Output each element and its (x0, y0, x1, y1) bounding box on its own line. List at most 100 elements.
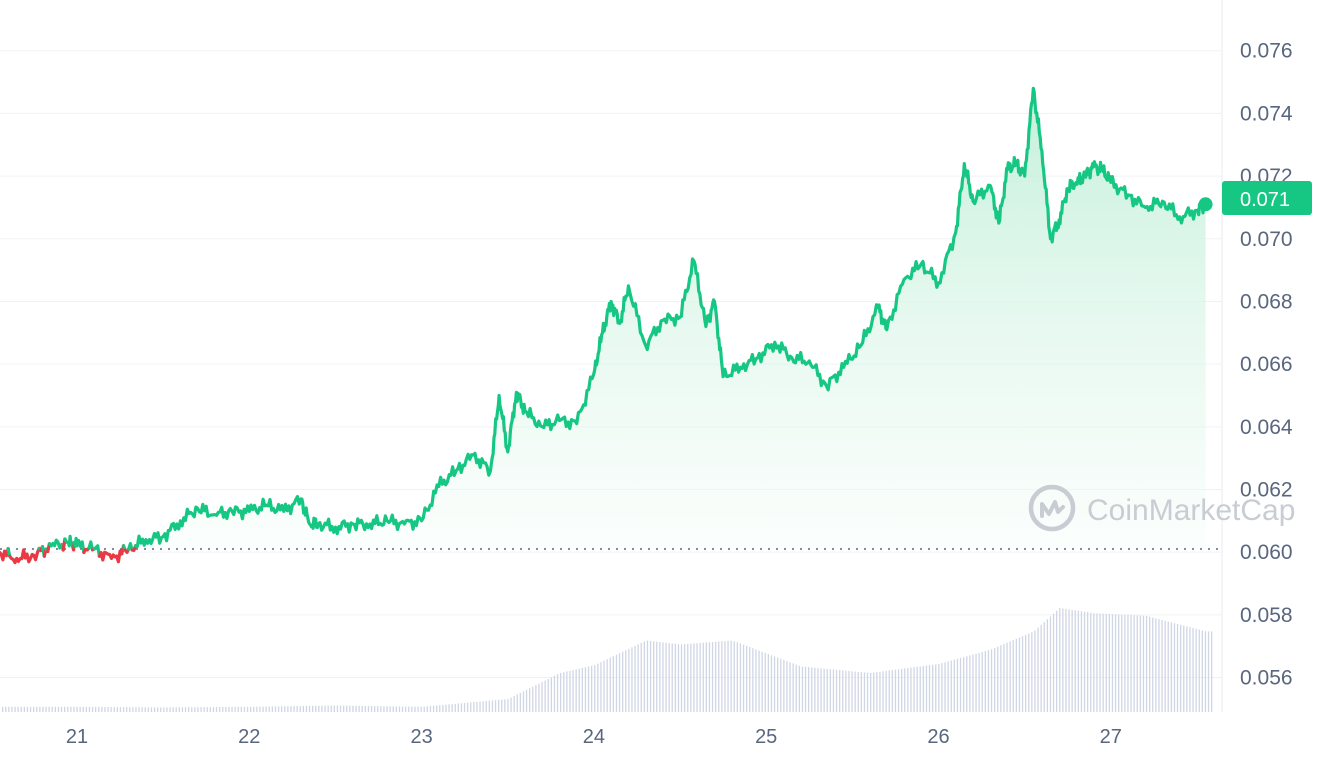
volume-bar (299, 706, 301, 712)
volume-bar (541, 682, 543, 712)
volume-bar (463, 702, 466, 712)
volume-bar (987, 650, 990, 712)
volume-bar (1006, 642, 1008, 712)
volume-bar (507, 699, 509, 712)
volume-bar (891, 670, 893, 712)
volume-bar (1204, 631, 1207, 712)
volume-bar (138, 707, 140, 712)
volume-bar (674, 643, 676, 712)
y-tick-label: 0.066 (1240, 353, 1293, 376)
volume-bar (966, 656, 968, 712)
volume-bar (1105, 613, 1107, 712)
volume-bar (122, 707, 125, 712)
volume-bar (606, 659, 608, 712)
volume-bar (188, 707, 190, 712)
volume-bar (665, 642, 667, 712)
volume-bar (746, 645, 748, 712)
price-line-segment (130, 544, 138, 552)
volume-bar (659, 642, 661, 712)
volume-bar (426, 706, 428, 712)
volume-bar (525, 689, 528, 712)
volume-bar (1130, 615, 1132, 712)
volume-bar (398, 706, 401, 712)
volume-bar (814, 667, 816, 712)
volume-bar (764, 652, 766, 712)
volume-bar (1198, 629, 1200, 712)
volume-bar (622, 651, 624, 712)
volume-bar (54, 706, 56, 712)
volume-bars (2, 608, 1213, 712)
volume-bar (1052, 613, 1055, 712)
volume-bar (680, 644, 683, 712)
volume-bar (1031, 632, 1033, 712)
volume-bar (445, 704, 447, 712)
volume-bar (240, 706, 242, 712)
volume-bar (1077, 610, 1079, 712)
volume-bar (978, 652, 980, 712)
volume-bar (70, 706, 72, 712)
y-tick-label: 0.062 (1240, 478, 1293, 501)
volume-bar (1155, 618, 1157, 712)
price-line-segment (72, 536, 86, 555)
volume-bar (529, 688, 531, 712)
volume-bar (88, 706, 91, 712)
volume-bar (101, 706, 103, 712)
volume-bar (76, 706, 78, 712)
volume-bar (702, 642, 704, 712)
volume-bar (724, 641, 726, 712)
volume-bar (361, 705, 363, 712)
volume-bar (1080, 611, 1083, 712)
volume-bar (1046, 619, 1048, 712)
volume-bar (1192, 627, 1194, 712)
volume-bar (1071, 609, 1073, 712)
volume-bar (1040, 624, 1042, 712)
volume-bar (516, 694, 518, 712)
volume-bar (1158, 619, 1160, 712)
volume-bar (110, 707, 112, 712)
volume-bar (48, 706, 50, 712)
volume-bar (389, 706, 391, 712)
volume-bar (45, 706, 47, 712)
volume-bar (854, 671, 856, 712)
volume-bar (752, 648, 754, 712)
volume-bar (975, 653, 977, 712)
volume-bar (662, 642, 664, 712)
volume-bar (835, 669, 838, 712)
price-area-fill (0, 88, 1206, 550)
price-area (0, 88, 1206, 550)
volume-bar (457, 703, 459, 712)
volume-bar (1056, 610, 1058, 712)
volume-bar (439, 705, 441, 712)
volume-bar (584, 667, 587, 712)
volume-bar (761, 651, 763, 712)
volume-bar (1099, 613, 1101, 712)
volume-bar (479, 701, 481, 712)
volume-bar (953, 659, 955, 712)
volume-bar (879, 671, 881, 712)
volume-bar (649, 640, 652, 712)
x-tick-label: 27 (1100, 726, 1122, 748)
volume-bar (851, 671, 853, 712)
volume-bar (817, 668, 819, 712)
volume-bar (1043, 622, 1045, 712)
volume-bar (615, 654, 618, 712)
volume-bar (91, 706, 94, 712)
volume-bar (36, 706, 38, 712)
price-line-segment (63, 534, 76, 552)
volume-bar (928, 665, 931, 712)
volume-bar (141, 707, 143, 712)
volume-bar (736, 642, 738, 712)
volume-bar (563, 672, 565, 712)
volume-bar (1133, 615, 1135, 712)
volume-bar (640, 642, 642, 712)
volume-bar (711, 641, 714, 712)
volume-bar (1065, 608, 1067, 712)
volume-bar (1167, 621, 1169, 712)
volume-bar (29, 706, 32, 712)
volume-bar (801, 666, 804, 712)
volume-bar (609, 657, 611, 712)
volume-bar (64, 706, 66, 712)
volume-bar (969, 655, 971, 712)
volume-bar (287, 706, 289, 712)
volume-bar (436, 705, 438, 712)
